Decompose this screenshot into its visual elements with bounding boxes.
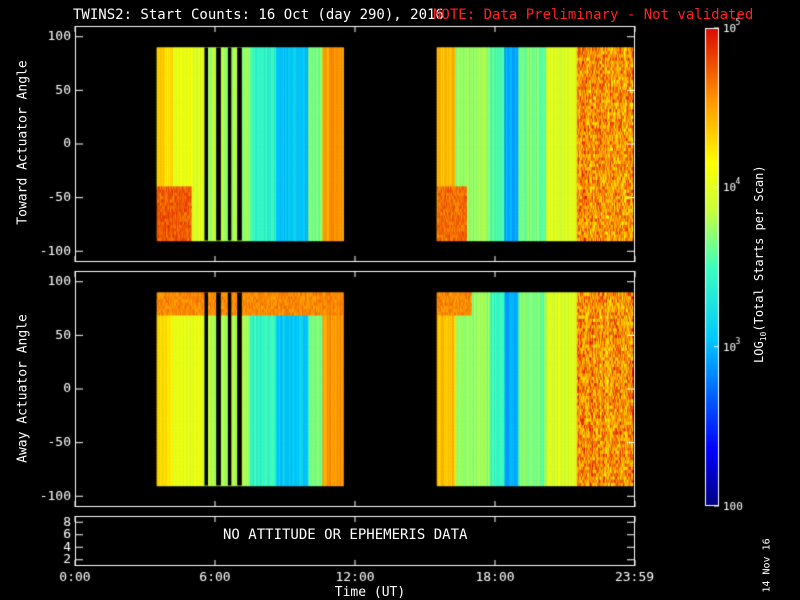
date-stamp: 14 Nov 16 bbox=[761, 538, 773, 593]
panel2-ylabel: Away Actuator Angle bbox=[15, 314, 31, 463]
colorbar-label: LOG10(Total Starts per Scan) bbox=[752, 124, 768, 404]
preliminary-note: NOTE: Data Preliminary - Not validated bbox=[433, 7, 754, 23]
colorbar-label-sub: 10 bbox=[759, 331, 769, 342]
colorbar-label-main: LOG bbox=[751, 341, 766, 363]
panel1-ylabel: Toward Actuator Angle bbox=[15, 60, 31, 225]
colorbar-label-rest: (Total Starts per Scan) bbox=[751, 165, 766, 332]
no-data-message: NO ATTITUDE OR EPHEMERIS DATA bbox=[223, 527, 468, 543]
x-axis-label: Time (UT) bbox=[334, 585, 406, 600]
chart-title: TWINS2: Start Counts: 16 Oct (day 290), … bbox=[73, 7, 444, 23]
